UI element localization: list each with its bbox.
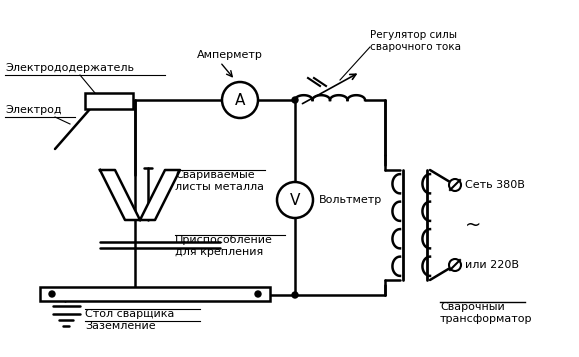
Bar — [40, 287, 270, 301]
Circle shape — [255, 291, 261, 297]
Text: Приспособление
для крепления: Приспособление для крепления — [175, 235, 273, 257]
Circle shape — [277, 182, 313, 218]
Text: Сварочный
трансформатор: Сварочный трансформатор — [440, 302, 533, 323]
Circle shape — [449, 259, 461, 271]
Circle shape — [222, 82, 258, 118]
Text: ~: ~ — [465, 216, 481, 235]
Text: или 220В: или 220В — [465, 260, 519, 270]
Text: Заземление: Заземление — [85, 321, 156, 331]
Text: Амперметр: Амперметр — [197, 50, 263, 60]
Text: V: V — [290, 192, 300, 207]
Bar — [85, 93, 133, 109]
Circle shape — [292, 97, 298, 103]
Text: Свариваемые
листы металла: Свариваемые листы металла — [175, 170, 264, 192]
Polygon shape — [100, 170, 140, 220]
Circle shape — [449, 179, 461, 191]
Text: Сеть 380В: Сеть 380В — [465, 180, 525, 190]
Polygon shape — [140, 170, 180, 220]
Text: Вольтметр: Вольтметр — [319, 195, 382, 205]
Text: Стол сварщика: Стол сварщика — [85, 309, 174, 319]
Circle shape — [292, 292, 298, 298]
Text: Электрододержатель: Электрододержатель — [5, 63, 134, 73]
Text: Регулятор силы
сварочного тока: Регулятор силы сварочного тока — [370, 30, 461, 52]
Text: A: A — [235, 92, 245, 107]
Text: Электрод: Электрод — [5, 105, 61, 115]
Circle shape — [49, 291, 55, 297]
